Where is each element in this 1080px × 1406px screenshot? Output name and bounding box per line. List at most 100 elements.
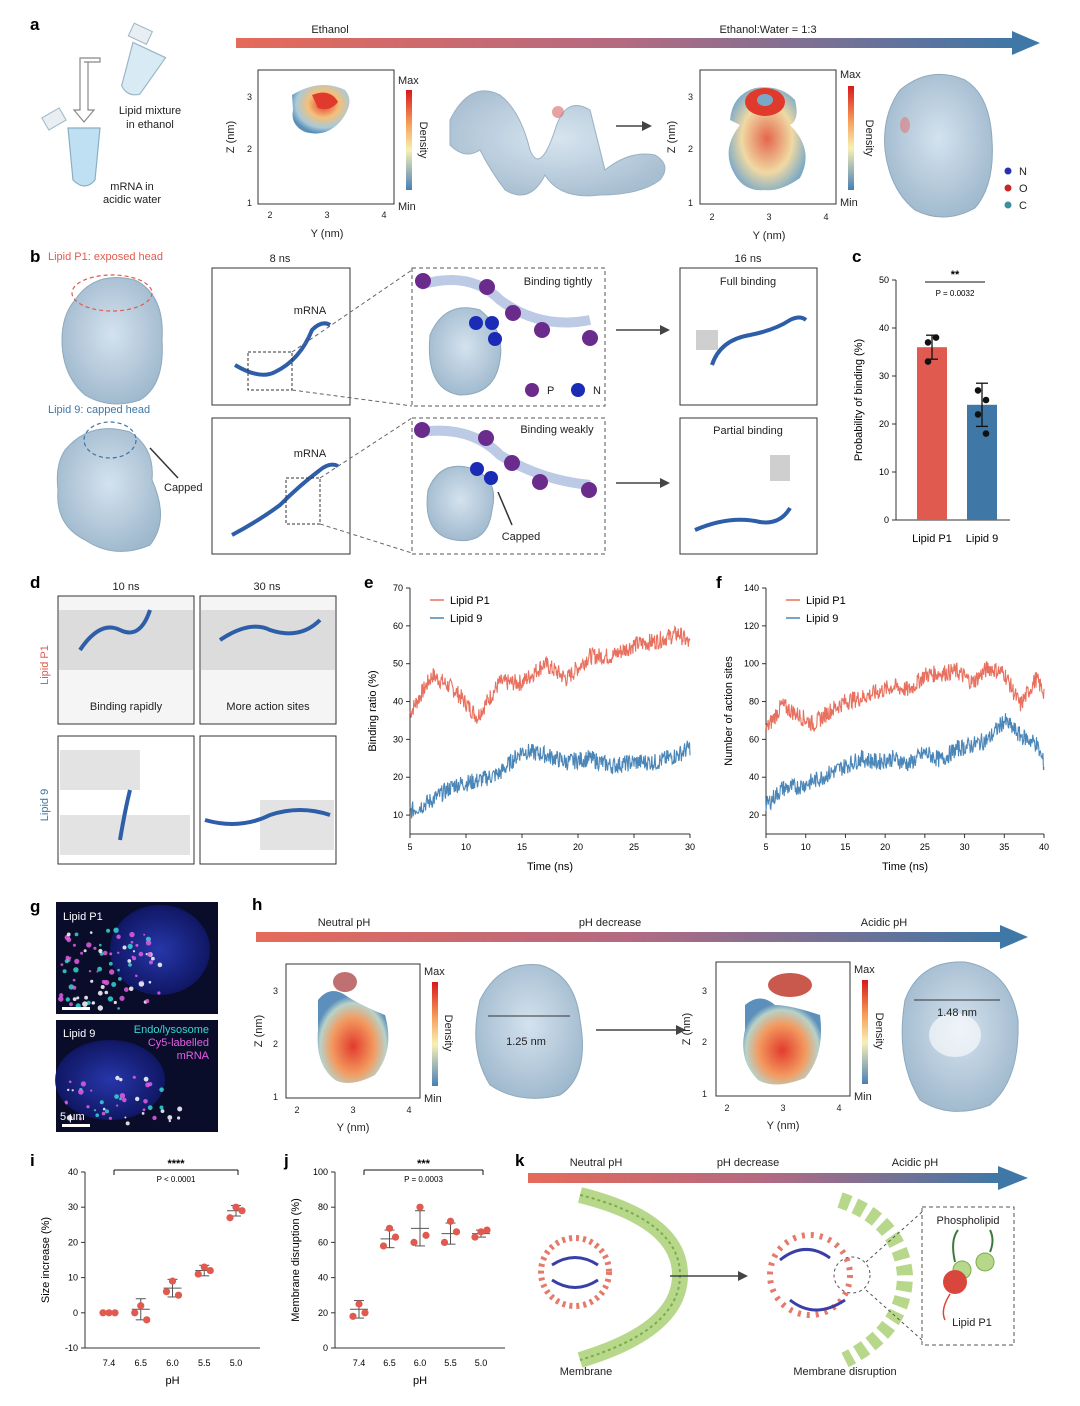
y-tick-label: 10 [879, 467, 889, 477]
oxygen-highlight [552, 106, 564, 118]
density-head [333, 972, 357, 992]
series-line [409, 624, 691, 724]
data-point [982, 430, 990, 437]
punctum [142, 1108, 146, 1112]
colorbar-max: Max [840, 69, 861, 81]
x-tick-label: 20 [573, 842, 583, 852]
colorbar-min: Min [840, 197, 858, 209]
data-point [477, 1228, 485, 1236]
punctum [119, 1097, 122, 1101]
panel-letter-d: d [30, 573, 40, 592]
punctum [97, 1005, 104, 1011]
bar [917, 347, 947, 520]
panel-f: f 20 40 60 80 100 120 140 5 10 15 20 25 30 35 40 Time (… [716, 573, 1049, 873]
label-acidic-ph: Acidic pH [892, 1157, 939, 1169]
y-tick-label: 120 [744, 621, 759, 631]
data-point [232, 1203, 240, 1211]
punctum [168, 1119, 171, 1123]
data-point [422, 1231, 430, 1239]
legend-mrna: mRNA [177, 1050, 210, 1062]
partial-binding: Partial binding [713, 425, 783, 437]
punctum [59, 993, 64, 998]
data-point [483, 1226, 491, 1234]
data-point [168, 1277, 177, 1285]
data-point [206, 1266, 214, 1275]
punctum [167, 1115, 173, 1120]
y-axis-label: Number of action sites [723, 656, 735, 766]
punctum [78, 1117, 83, 1121]
x-tick-label: 5.0 [230, 1358, 243, 1368]
density-colorbar [406, 90, 412, 190]
data-point [143, 1316, 151, 1324]
y-axis-label: Y (nm) [311, 228, 344, 240]
punctum [58, 996, 64, 1002]
capped-label: Capped [164, 482, 203, 494]
zoom-connector [865, 1211, 923, 1263]
panel-letter-g: g [30, 897, 40, 916]
y-axis-label: Size increase (%) [40, 1217, 52, 1303]
arrow-right-label: Ethanol:Water = 1:3 [719, 24, 816, 36]
nitrogen-icon [484, 471, 498, 485]
data-point [111, 1309, 119, 1317]
punctum [100, 985, 105, 989]
data-point [226, 1214, 234, 1222]
punctum [90, 1089, 93, 1092]
data-point [379, 1242, 388, 1250]
y-tick-label: -10 [65, 1343, 78, 1353]
scale-bar [62, 1007, 90, 1010]
panel-b: b Lipid P1: exposed head Lipid 9: capped… [30, 247, 818, 555]
panel-letter-b: b [30, 247, 40, 266]
nitrogen-icon [485, 316, 499, 330]
punctum [105, 1109, 109, 1114]
exposed-head-highlight [71, 274, 153, 312]
density-colorbar [848, 86, 854, 190]
z-tick: 2 [702, 1037, 707, 1047]
panel-i: i -10 0 10 20 30 40 Size increase (%) 7.4 6.5 6.0… [30, 1151, 260, 1387]
punctum [157, 991, 161, 995]
x-tick-label: Lipid 9 [966, 533, 998, 545]
density-map-1: 3 2 1 2 3 4 Y (nm) Z (nm) Max Min Densit… [225, 69, 429, 240]
lipid-p1-head [943, 1270, 967, 1294]
density-head [768, 973, 812, 997]
arrow-b1-head [660, 325, 670, 335]
arrow-a-head [642, 121, 652, 131]
punctum [129, 931, 135, 938]
mrna-strands [779, 1248, 846, 1312]
arrow-left-label: Ethanol [311, 24, 348, 36]
gradient-arrow-h [256, 932, 1004, 942]
zoom-circle [833, 1256, 871, 1294]
mrna-strand [78, 609, 152, 652]
phosphate-icon [534, 322, 550, 338]
legend-label: Lipid 9 [450, 613, 482, 625]
mrna-strand [204, 808, 331, 826]
z-axis-label: Z (nm) [666, 121, 678, 153]
colorbar-max: Max [424, 966, 445, 978]
y-tick: 3 [780, 1103, 785, 1113]
zoom-connector [865, 1289, 923, 1341]
punctum [177, 1106, 183, 1112]
punctum [66, 932, 71, 937]
y-tick-label: 40 [393, 697, 403, 707]
caption-more-action-sites: More action sites [226, 701, 310, 713]
gradient-arrow-a [236, 31, 1040, 55]
data-point [194, 1270, 202, 1278]
punctum [109, 969, 115, 975]
z-axis-label: Z (nm) [253, 1015, 265, 1047]
z-tick: 1 [247, 198, 252, 208]
zoom-connector [319, 523, 413, 554]
time-30ns: 30 ns [254, 581, 281, 593]
series-line [765, 661, 1045, 732]
micrograph-label-p1: Lipid P1 [63, 911, 103, 923]
panel-d: d 10 ns 30 ns Lipid P1 Lipid 9 Binding r… [30, 573, 337, 865]
y-axis-label: Probability of binding (%) [853, 339, 865, 461]
punctum [65, 997, 71, 1002]
phospholipid-tails [952, 1229, 994, 1263]
data-point [385, 1224, 394, 1232]
legend-n-icon [571, 383, 585, 397]
mrna-strand [218, 618, 322, 642]
x-tick-label: 30 [960, 842, 970, 852]
punctum [86, 942, 92, 948]
chart-f: 20 40 60 80 100 120 140 5 10 15 20 25 30 35 40 Time (ns… [723, 583, 1049, 873]
punctum [64, 1100, 68, 1104]
y-tick-label: 70 [393, 583, 403, 593]
